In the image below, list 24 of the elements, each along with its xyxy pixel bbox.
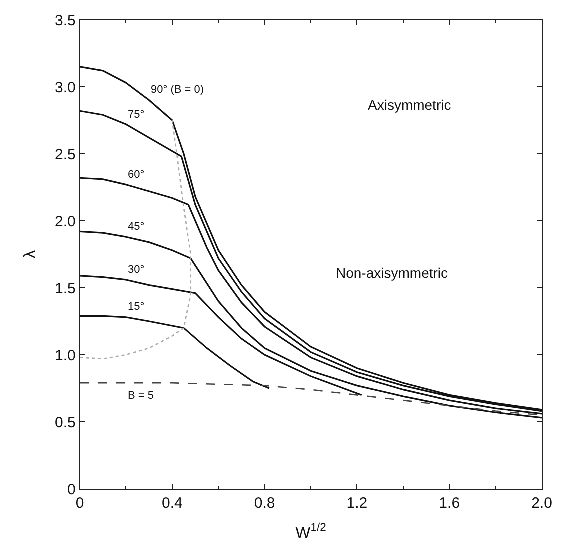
y-tick-label: 2.0: [55, 213, 76, 230]
x-tick-label: 1.6: [439, 495, 460, 512]
y-tick-label: 1.0: [55, 347, 76, 364]
annotation: Axisymmetric: [368, 97, 452, 113]
x-tick-label: 2.0: [532, 495, 552, 512]
x-axis-title: W$^{1/2}$: [296, 522, 326, 542]
series-label: 60°: [128, 169, 145, 181]
series-label: 15°: [128, 301, 145, 313]
y-axis-title: λ: [22, 250, 39, 258]
annotation: Non-axisymmetric: [336, 265, 448, 281]
series-label: B = 5: [128, 390, 154, 402]
series-label: 75°: [128, 109, 145, 121]
y-tick-label: 0: [68, 481, 76, 498]
series-label: 45°: [128, 221, 145, 233]
x-tick-label: 0.8: [254, 495, 276, 512]
x-tick-label: 0.4: [162, 495, 183, 512]
y-tick-label: 0.5: [55, 414, 76, 432]
y-tick-label: 3.5: [55, 12, 76, 30]
y-tick-label: 1.5: [55, 280, 76, 298]
y-tick-label: 2.5: [55, 146, 76, 164]
x-tick-label: 1.2: [346, 495, 368, 512]
y-tick-label: 3.0: [55, 79, 76, 96]
series-label: 30°: [128, 264, 145, 276]
series-label: 90° (B = 0): [151, 84, 204, 96]
